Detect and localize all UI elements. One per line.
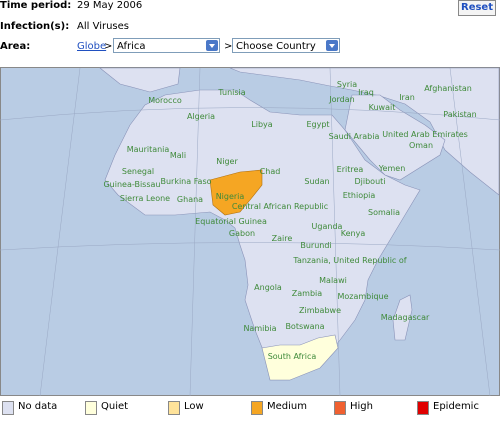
legend-swatch: [251, 401, 263, 415]
country-label: Jordan: [328, 95, 354, 104]
country-label: Senegal: [122, 167, 154, 176]
country-label: Chad: [260, 167, 281, 176]
madagascar: [392, 294, 413, 341]
europe: [99, 67, 181, 93]
country-label: United Arab Emirates: [382, 130, 468, 139]
country-label: Zimbabwe: [299, 306, 341, 315]
country-label: Burkina Faso: [160, 177, 211, 186]
country-value: Choose Country: [236, 41, 316, 52]
separator: >: [224, 41, 233, 52]
country-label: Libya: [251, 120, 272, 129]
legend-swatch: [2, 401, 14, 415]
reset-button[interactable]: Reset: [458, 0, 496, 16]
graticule: [0, 67, 500, 397]
country-label: Egypt: [306, 120, 329, 129]
legend-swatch: [334, 401, 346, 415]
country-label: Mauritania: [127, 145, 170, 154]
country-label: Uganda: [312, 222, 343, 231]
country-label: Mali: [170, 151, 186, 160]
country-label: Angola: [254, 283, 282, 292]
country-label: Guinea-Bissau: [103, 180, 160, 189]
country-label: Algeria: [187, 112, 215, 121]
country-label: Kuwait: [369, 103, 396, 112]
country-label: Somalia: [368, 208, 400, 217]
country-label: Pakistan: [443, 110, 477, 119]
country-label: Iran: [399, 93, 415, 102]
land: [0, 67, 500, 397]
country-label: Sudan: [304, 177, 329, 186]
legend-label: Quiet: [101, 401, 129, 412]
infection-label: Infection(s):: [0, 21, 70, 32]
country-label: Djibouti: [354, 177, 385, 186]
legend-label: Epidemic: [433, 401, 479, 412]
country-label: Namibia: [243, 324, 276, 333]
legend-label: Low: [184, 401, 204, 412]
country-label: Central African Republic: [232, 202, 328, 211]
arabia: [344, 94, 446, 181]
dropdown-arrow: [326, 40, 338, 51]
time-value: 29 May 2006: [77, 0, 143, 11]
globe-link[interactable]: Globe: [77, 41, 107, 52]
country-label: Ethiopia: [343, 191, 376, 200]
country-label: Tunisia: [217, 88, 245, 97]
country-label: Oman: [409, 141, 433, 150]
dropdown-arrow: [206, 40, 218, 51]
separator: >: [104, 41, 113, 52]
country-label: Kenya: [341, 229, 366, 238]
nigeria[interactable]: [209, 169, 263, 216]
country-label: Gabon: [229, 229, 255, 238]
country-label: Ghana: [177, 195, 203, 204]
country-label: Afghanistan: [424, 84, 472, 93]
country-label: Malawi: [319, 276, 347, 285]
country-label: Morocco: [148, 96, 182, 105]
country-label: Saudi Arabia: [329, 132, 380, 141]
country-label: Zambia: [292, 289, 322, 298]
infection-value: All Viruses: [77, 21, 129, 32]
south-africa[interactable]: [261, 334, 339, 381]
country-label: Nigeria: [216, 192, 245, 201]
country-label: Burundi: [300, 241, 331, 250]
region-select[interactable]: Africa: [113, 38, 220, 53]
country-label: Botswana: [285, 322, 324, 331]
legend-label: High: [350, 401, 373, 412]
country-label: Zaire: [272, 234, 293, 243]
country-label: Yemen: [378, 164, 406, 173]
country-label: Tanzania, United Republic of: [292, 256, 406, 265]
country-label: Niger: [216, 157, 238, 166]
area-label: Area:: [0, 41, 31, 52]
country-label: Iraq: [358, 88, 374, 97]
legend-label: No data: [18, 401, 58, 412]
country-label: Mozambique: [337, 292, 388, 301]
country-label: Eritrea: [337, 165, 364, 174]
country-label: Madagascar: [381, 313, 430, 322]
country-label: Sierra Leone: [120, 194, 170, 203]
africa: [104, 89, 421, 381]
country-label: South Africa: [268, 352, 317, 361]
time-label: Time period:: [0, 0, 72, 11]
country-label: Equatorial Guinea: [195, 217, 267, 226]
asia: [229, 67, 500, 196]
country-label: Syria: [337, 80, 357, 89]
country-select[interactable]: Choose Country: [232, 38, 340, 53]
legend-swatch: [168, 401, 180, 415]
legend-swatch: [417, 401, 429, 415]
region-value: Africa: [117, 41, 146, 52]
legend-swatch: [85, 401, 97, 415]
legend-label: Medium: [267, 401, 307, 412]
